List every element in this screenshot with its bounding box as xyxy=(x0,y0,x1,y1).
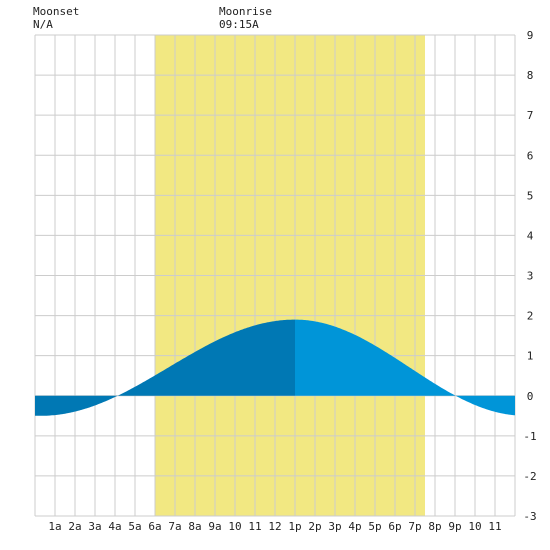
y-tick-label: 5 xyxy=(527,189,534,202)
x-tick-label: 12 xyxy=(268,520,281,533)
x-tick-label: 8p xyxy=(428,520,441,533)
x-tick-label: 6a xyxy=(148,520,161,533)
x-tick-label: 10 xyxy=(228,520,241,533)
x-tick-label: 2a xyxy=(68,520,81,533)
moonset-value: N/A xyxy=(33,18,53,31)
x-tick-label: 11 xyxy=(248,520,261,533)
moonrise-title: Moonrise xyxy=(219,5,272,18)
x-tick-label: 6p xyxy=(388,520,401,533)
y-tick-label: 6 xyxy=(527,149,534,162)
x-tick-label: 4p xyxy=(348,520,361,533)
y-tick-label: -2 xyxy=(523,470,536,483)
x-tick-label: 1p xyxy=(288,520,301,533)
x-tick-label: 9a xyxy=(208,520,221,533)
y-tick-label: -1 xyxy=(523,430,536,443)
x-tick-label: 7p xyxy=(408,520,421,533)
x-tick-label: 11 xyxy=(488,520,501,533)
tide-area-past xyxy=(35,319,295,416)
y-tick-label: 8 xyxy=(527,69,534,82)
moonrise-value: 09:15A xyxy=(219,18,259,31)
x-tick-label: 5a xyxy=(128,520,141,533)
x-tick-label: 10 xyxy=(468,520,481,533)
x-tick-label: 3p xyxy=(328,520,341,533)
y-tick-label: 0 xyxy=(527,390,534,403)
x-tick-label: 9p xyxy=(448,520,461,533)
y-tick-label: -3 xyxy=(523,510,536,523)
y-tick-label: 7 xyxy=(527,109,534,122)
moonset-title: Moonset xyxy=(33,5,80,18)
y-tick-label: 9 xyxy=(527,29,534,42)
y-tick-label: 3 xyxy=(527,270,534,283)
x-tick-label: 8a xyxy=(188,520,201,533)
x-tick-label: 4a xyxy=(108,520,121,533)
x-tick-label: 5p xyxy=(368,520,381,533)
y-tick-label: 2 xyxy=(527,310,534,323)
x-tick-label: 7a xyxy=(168,520,181,533)
y-tick-label: 1 xyxy=(527,350,534,363)
tide-area-future xyxy=(295,319,515,416)
x-tick-label: 1a xyxy=(48,520,61,533)
x-tick-label: 2p xyxy=(308,520,321,533)
x-tick-label: 3a xyxy=(88,520,101,533)
y-tick-label: 4 xyxy=(527,229,534,242)
